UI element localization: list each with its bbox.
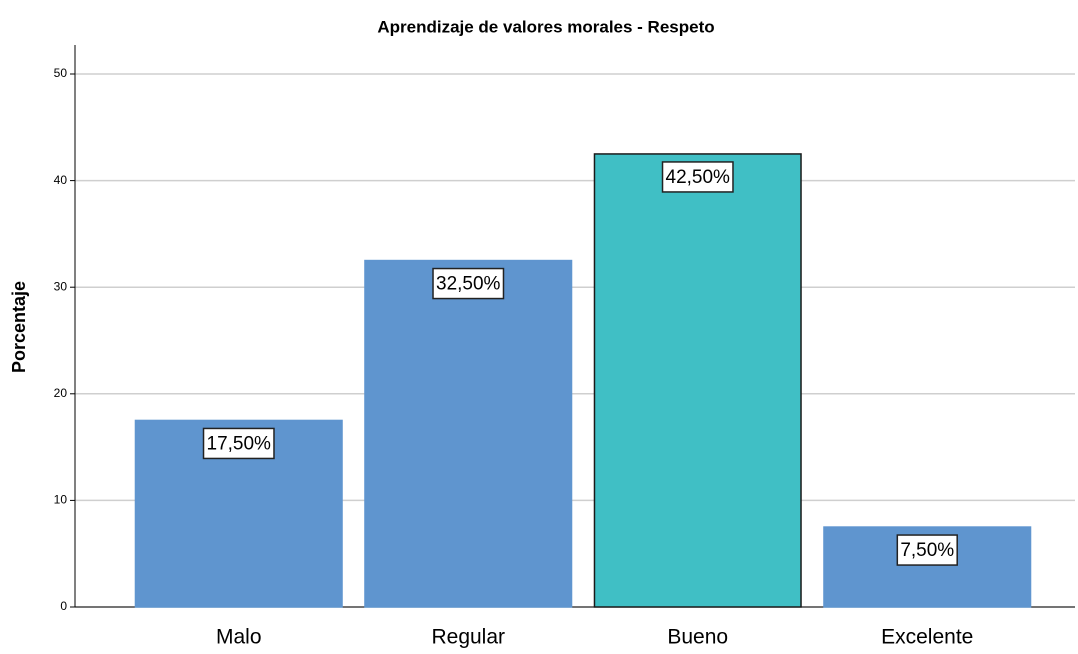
value-label: 42,50% xyxy=(666,167,731,188)
x-tick-label: Malo xyxy=(216,626,262,649)
value-label: 7,50% xyxy=(900,540,954,561)
y-tick-label: 0 xyxy=(60,599,67,613)
y-tick-label: 40 xyxy=(54,173,68,187)
value-label-box xyxy=(202,427,275,460)
y-tick-label: 20 xyxy=(54,386,68,400)
y-tick-label: 10 xyxy=(54,493,68,507)
value-label: 17,50% xyxy=(207,433,272,454)
x-tick-label: Regular xyxy=(431,626,505,649)
x-tick-label: Bueno xyxy=(667,626,728,649)
bar xyxy=(364,259,573,608)
x-tick-label: Excelente xyxy=(881,626,973,649)
bar xyxy=(593,153,802,608)
y-axis-label: Porcentaje xyxy=(9,281,29,373)
y-tick-label: 30 xyxy=(54,279,68,293)
value-label: 32,50% xyxy=(436,274,501,295)
value-label-box xyxy=(896,534,958,566)
value-label-box xyxy=(432,267,505,300)
y-tick-label: 50 xyxy=(54,66,68,80)
value-label-box xyxy=(661,161,734,193)
chart-title: Aprendizaje de valores morales - Respeto xyxy=(377,17,714,36)
